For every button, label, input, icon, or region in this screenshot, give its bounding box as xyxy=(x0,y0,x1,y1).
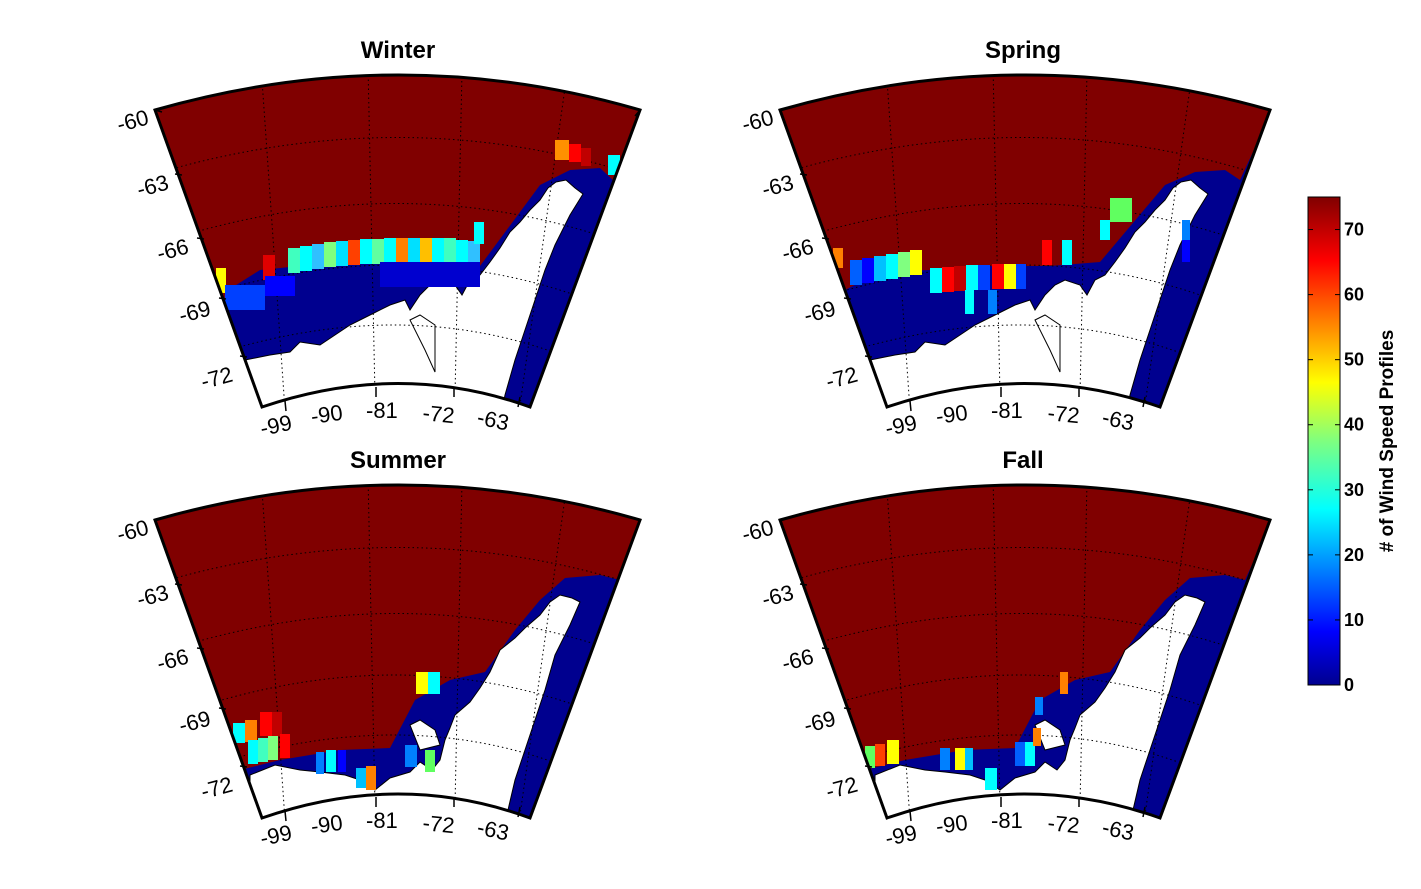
lon-label: -81 xyxy=(991,398,1023,423)
lat-label: -69 xyxy=(801,296,838,328)
colorbar-tick-label: 30 xyxy=(1344,480,1364,500)
colorbar-tick-label: 20 xyxy=(1344,545,1364,565)
lon-label: -90 xyxy=(309,400,344,429)
map-frame xyxy=(778,483,1272,820)
map-winter: Winter xyxy=(114,37,642,441)
map-frame xyxy=(778,73,1272,409)
lat-label: -63 xyxy=(759,170,796,202)
lon-label: -63 xyxy=(1100,404,1136,435)
lat-label: -72 xyxy=(198,362,235,394)
lon-label: -63 xyxy=(1100,814,1136,845)
data-cells xyxy=(233,672,440,790)
lat-label: -72 xyxy=(823,772,860,804)
colorbar: 0 10 20 30 40 50 60 70 # of Wind Speed Profiles xyxy=(1307,196,1398,695)
grid-lines xyxy=(792,485,1246,818)
colorbar-tick-label: 70 xyxy=(1344,220,1364,240)
lat-label: -63 xyxy=(134,580,171,612)
lat-label: -69 xyxy=(176,296,213,328)
colorbar-tick-label: 10 xyxy=(1344,610,1364,630)
grid-lines xyxy=(792,75,1246,407)
grid-lines xyxy=(167,485,621,818)
lon-label: -90 xyxy=(309,810,344,839)
lon-label: -99 xyxy=(883,820,919,851)
data-cells xyxy=(833,198,1190,314)
lat-label: -69 xyxy=(176,706,213,738)
lon-label: -72 xyxy=(421,400,455,428)
lat-label: -66 xyxy=(779,234,816,266)
map-summer: Summer xyxy=(114,447,642,851)
colorbar-label: # of Wind Speed Profiles xyxy=(1377,330,1398,553)
colorbar-tick-label: 40 xyxy=(1344,415,1364,435)
land-area xyxy=(244,179,584,407)
lat-label: -66 xyxy=(154,644,191,676)
map-spring: Spring xyxy=(739,37,1272,441)
land-area xyxy=(869,179,1209,407)
lat-label: -60 xyxy=(114,515,151,547)
data-cells xyxy=(865,672,1068,790)
lon-label: -72 xyxy=(1046,810,1080,838)
lon-label: -72 xyxy=(421,810,455,838)
lat-label: -66 xyxy=(779,644,816,676)
lat-label: -60 xyxy=(739,105,776,137)
lon-label: -81 xyxy=(366,398,398,423)
lat-label: -63 xyxy=(759,580,796,612)
map-frame xyxy=(153,73,642,409)
map-frame xyxy=(153,483,642,820)
lat-label: -66 xyxy=(154,234,191,266)
lon-label: -99 xyxy=(883,410,919,441)
data-cells xyxy=(216,140,620,310)
lon-label: -63 xyxy=(475,814,511,845)
lon-label: -99 xyxy=(258,820,294,851)
colorbar-tick-label: 50 xyxy=(1344,350,1364,370)
lat-label: -60 xyxy=(114,105,151,137)
map-fall: Fall xyxy=(739,447,1272,851)
lon-label: -81 xyxy=(366,808,398,833)
lat-label: -72 xyxy=(823,362,860,394)
lon-label: -90 xyxy=(934,810,969,839)
lon-label: -81 xyxy=(991,808,1023,833)
colorbar-ticks: 0 10 20 30 40 50 60 70 xyxy=(1308,220,1364,695)
map-title: Summer xyxy=(350,447,446,474)
lat-label: -63 xyxy=(134,170,171,202)
lon-label: -90 xyxy=(934,400,969,429)
colorbar-gradient xyxy=(1307,196,1341,686)
map-title: Fall xyxy=(1002,447,1043,474)
land-area xyxy=(874,594,1206,818)
lon-label: -63 xyxy=(475,404,511,435)
colorbar-tick-label: 60 xyxy=(1344,285,1364,305)
lat-label: -69 xyxy=(801,706,838,738)
lat-label: -72 xyxy=(198,772,235,804)
grid-lines xyxy=(167,75,621,407)
colorbar-tick-label: 0 xyxy=(1344,675,1354,695)
lon-label: -99 xyxy=(258,410,294,441)
lat-label: -60 xyxy=(739,515,776,547)
map-title: Winter xyxy=(361,37,435,64)
lon-label: -72 xyxy=(1046,400,1080,428)
map-title: Spring xyxy=(985,37,1061,64)
